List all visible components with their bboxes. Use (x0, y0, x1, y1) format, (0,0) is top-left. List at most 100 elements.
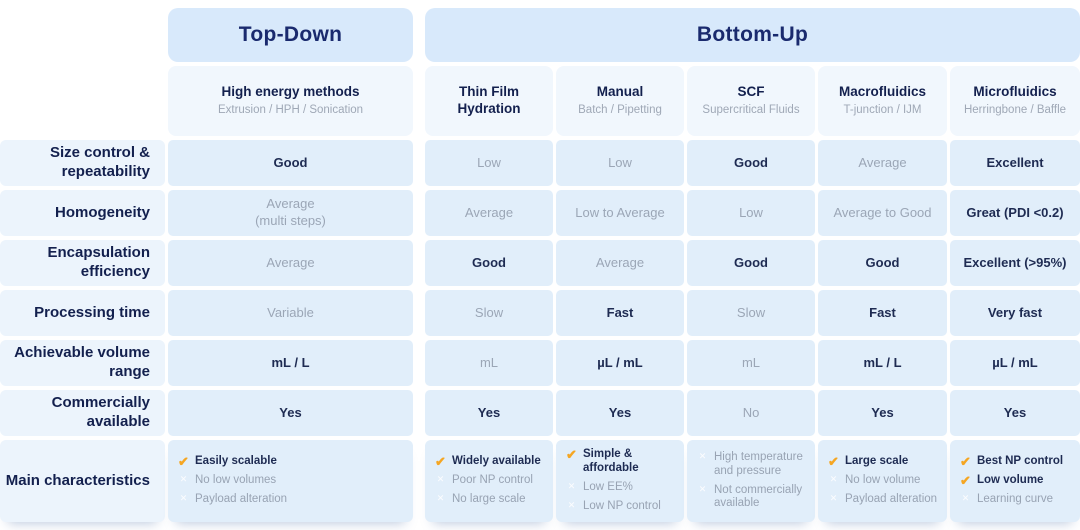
cell-value: Slow (687, 290, 815, 336)
column-header-high-energy: High energy methods Extrusion / HPH / So… (168, 66, 413, 136)
cell-value: mL (425, 340, 553, 386)
char-item: ✔ Best NP control (959, 455, 1076, 469)
row-label-homogeneity: Homogeneity (0, 190, 165, 236)
group-title: Top-Down (238, 23, 343, 46)
column-title: High energy methods (221, 84, 360, 100)
cell-value: Average (818, 140, 947, 186)
char-item: ✕ No large scale (434, 493, 549, 507)
column-title: Macrofluidics (838, 84, 927, 100)
cross-icon: ✕ (829, 492, 838, 503)
cell-value: Slow (425, 290, 553, 336)
cell-value: Excellent (>95%) (950, 240, 1080, 286)
cross-icon: ✕ (179, 474, 188, 485)
column-subtitle: Supercritical Fluids (702, 103, 800, 116)
characteristics-list-scf: ✕ High temperature and pressure ✕ Not co… (687, 440, 815, 522)
row-label-processing-time: Processing time (0, 290, 165, 336)
char-item: ✔ Easily scalable (177, 455, 409, 469)
cell-value: Average (multi steps) (168, 190, 413, 236)
char-item: ✕ Payload alteration (827, 493, 943, 507)
char-item: ✕ Learning curve (959, 493, 1076, 507)
char-item: ✕ Poor NP control (434, 474, 549, 488)
column-subtitle: Herringbone / Baffle (963, 103, 1067, 116)
cell-value: Good (168, 140, 413, 186)
cell-value: Fast (818, 290, 947, 336)
cell-value: Yes (556, 390, 684, 436)
cell-value: mL / L (818, 340, 947, 386)
characteristics-list-thin-film: ✔ Widely available ✕ Poor NP control ✕ N… (425, 440, 553, 522)
cell-value: Low (556, 140, 684, 186)
check-icon: ✔ (178, 454, 189, 470)
char-item-label: Low volume (977, 474, 1044, 487)
cell-line-2: (multi steps) (255, 213, 326, 228)
cross-icon: ✕ (179, 492, 188, 503)
column-header-macrofluidics: Macrofluidics T-junction / IJM (818, 66, 947, 136)
char-item: ✕ No low volumes (177, 474, 409, 488)
cross-icon: ✕ (829, 474, 838, 485)
char-item-label: Payload alteration (195, 492, 288, 505)
cell-value: Variable (168, 290, 413, 336)
cell-line-1: Average (266, 196, 315, 212)
column-title: Thin Film Hydration (457, 84, 521, 116)
cross-icon: ✕ (698, 483, 707, 494)
cell-value: Yes (950, 390, 1080, 436)
check-icon: ✔ (566, 447, 577, 463)
column-title: Microfluidics (973, 84, 1057, 100)
char-item: ✕ Low EE% (565, 481, 680, 495)
row-label-main-characteristics: Main characteristics (0, 440, 165, 522)
char-item: ✕ No low volume (827, 474, 943, 488)
row-label-encapsulation: Encapsulation efficiency (0, 240, 165, 286)
column-header-scf: SCF Supercritical Fluids (687, 66, 815, 136)
char-item-label: No low volumes (195, 474, 277, 487)
char-item-label: Low NP control (583, 499, 661, 512)
char-item-label: Poor NP control (452, 474, 533, 487)
char-item-label: Learning curve (977, 492, 1054, 505)
char-item-label: Low EE% (583, 481, 633, 493)
cell-value: Average (168, 240, 413, 286)
cell-value: mL / L (168, 340, 413, 386)
char-item-label: No large scale (452, 492, 526, 505)
char-item-label: Easily scalable (195, 455, 277, 468)
column-title: Manual (596, 84, 644, 100)
cell-value: Yes (168, 390, 413, 436)
cross-icon: ✕ (961, 492, 970, 503)
check-icon: ✔ (960, 454, 971, 470)
cell-value: Average (556, 240, 684, 286)
group-header-top-down: Top-Down (168, 8, 413, 62)
cell-value: Low to Average (556, 190, 684, 236)
column-header-manual: Manual Batch / Pipetting (556, 66, 684, 136)
check-icon: ✔ (960, 473, 971, 489)
column-subtitle: T-junction / IJM (843, 103, 922, 116)
cell-value: Average to Good (818, 190, 947, 236)
cell-value: No (687, 390, 815, 436)
cell-value: mL (687, 340, 815, 386)
check-icon: ✔ (828, 454, 839, 470)
char-item: ✔ Widely available (434, 455, 549, 469)
cell-value: Good (818, 240, 947, 286)
group-title: Bottom-Up (696, 23, 809, 46)
characteristics-list-high-energy: ✔ Easily scalable ✕ No low volumes ✕ Pay… (168, 440, 413, 522)
char-item-label: High temperature and pressure (714, 450, 803, 477)
column-subtitle: Batch / Pipetting (578, 103, 662, 116)
char-item-label: Payload alteration (845, 492, 938, 505)
column-header-thin-film: Thin Film Hydration (425, 66, 553, 136)
group-header-bottom-up: Bottom-Up (425, 8, 1080, 62)
cell-value: Good (425, 240, 553, 286)
column-subtitle: Extrusion / HPH / Sonication (217, 103, 364, 116)
char-item-label: Simple & affordable (583, 448, 639, 475)
char-item: ✔ Simple & affordable (565, 448, 680, 476)
char-item-label: Best NP control (977, 455, 1064, 468)
cell-value: Great (PDI <0.2) (950, 190, 1080, 236)
characteristics-list-manual: ✔ Simple & affordable ✕ Low EE% ✕ Low NP… (556, 440, 684, 522)
char-item: ✕ Low NP control (565, 500, 680, 514)
cell-value: Low (425, 140, 553, 186)
cell-value: µL / mL (556, 340, 684, 386)
char-item: ✔ Low volume (959, 474, 1076, 488)
char-item: ✕ Not commercially available (696, 484, 811, 512)
cell-value: Low (687, 190, 815, 236)
cross-icon: ✕ (567, 499, 576, 510)
char-item-label: Widely available (452, 455, 541, 468)
cell-value: Average (425, 190, 553, 236)
characteristics-list-microfluidics: ✔ Best NP control ✔ Low volume ✕ Learnin… (950, 440, 1080, 522)
row-label-commercially-available: Commercially available (0, 390, 165, 436)
